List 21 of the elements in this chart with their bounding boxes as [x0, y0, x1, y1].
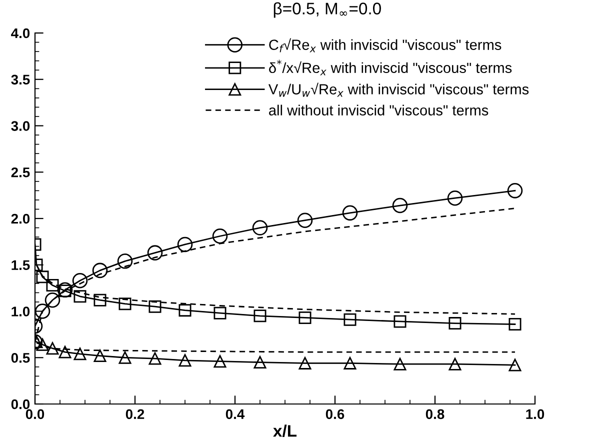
- y-tick-label: 2.5: [11, 167, 30, 178]
- text: 4.0: [11, 28, 30, 38]
- x-tick-label: 0.6: [326, 409, 344, 420]
- y-tick-label: 1.5: [12, 260, 30, 270]
- y-tick-label: 0.5: [11, 352, 30, 363]
- x-tick-label: 0.2: [126, 409, 144, 420]
- text: 1.0: [12, 306, 30, 316]
- text: 2.0: [11, 214, 30, 224]
- legend-label: V$_{w}$/U$_{w}$√Re$_{x}$ with inviscid "viscous" terms: [268, 82, 529, 97]
- text: 0.0: [26, 409, 44, 420]
- text: 3.0: [11, 121, 30, 131]
- legend-label: all without inviscid "viscous" terms: [269, 104, 488, 116]
- x-tick-label: 0.8: [426, 409, 444, 420]
- x-axis-title: x/L: [273, 424, 297, 437]
- text: 1.0: [526, 409, 544, 420]
- chart-title: β=0.5, M$_{∞}$=0.0: [274, 2, 381, 18]
- text: 0.0: [11, 399, 30, 410]
- legend-label: C$_{f}$√Re$_{x}$ with inviscid "viscous" terms: [269, 38, 502, 52]
- legend-label: δ$^{*}$/x√Re$_{x}$ with inviscid "viscous" terms: [269, 60, 512, 76]
- y-tick-label: 3.5: [11, 74, 30, 85]
- x-tick-label: 0.4: [226, 409, 245, 420]
